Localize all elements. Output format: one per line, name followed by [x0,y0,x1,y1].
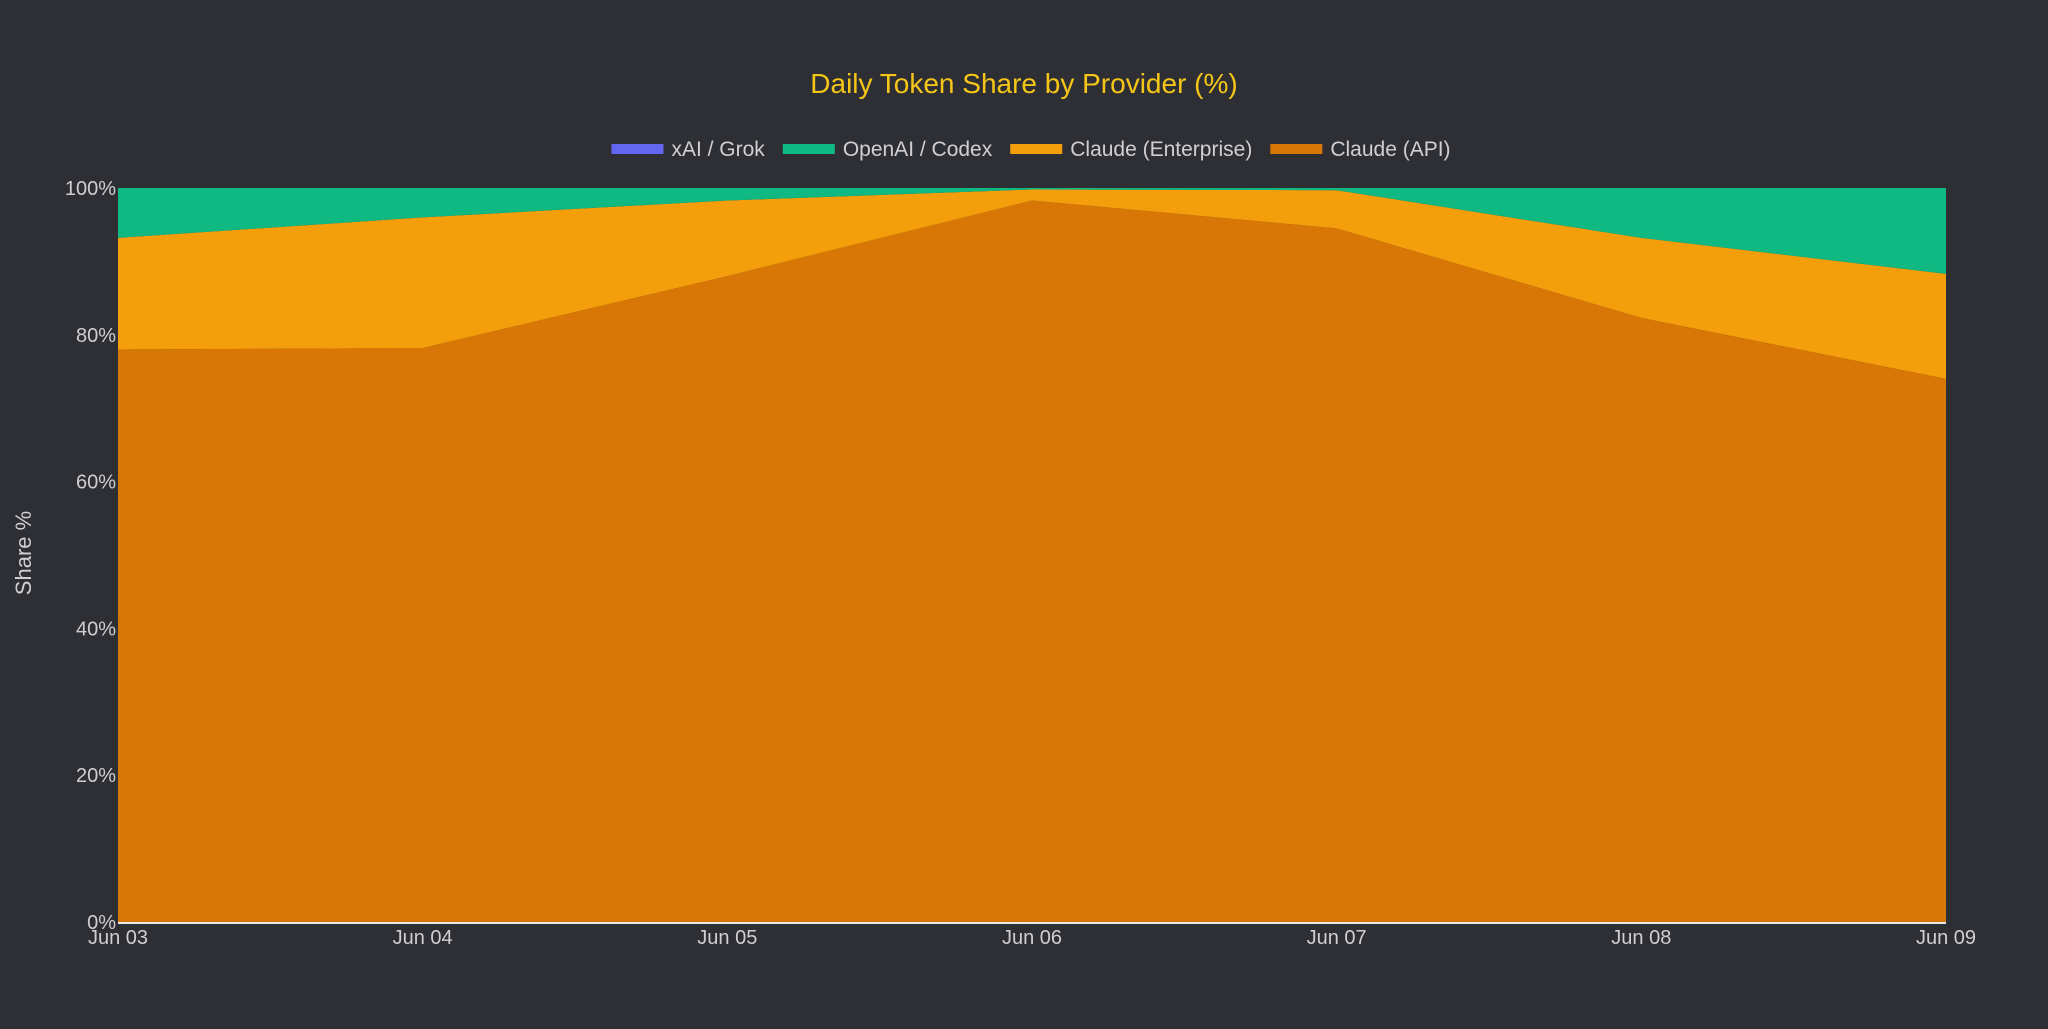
legend-label: Claude (API) [1330,138,1450,161]
y-tick-label: 80% [76,325,116,347]
legend-label: OpenAI / Codex [843,138,993,161]
legend-swatch [1270,144,1323,154]
x-tick-label: Jun 05 [697,927,757,949]
x-tick-label: Jun 04 [393,927,453,949]
y-tick-label: 40% [76,618,116,640]
legend-label: xAI / Grok [671,138,765,161]
legend-item[interactable]: Claude (Enterprise) [1010,138,1252,161]
y-tick-label: 0% [87,912,116,934]
axes: 0% 20% 40% 60% 80% 100% Jun 03 Jun 04 Jun 05 Jun … [65,178,1976,949]
legend-item[interactable]: xAI / Grok [611,138,765,161]
legend-item[interactable]: Claude (API) [1270,138,1451,161]
area-series-claude-api [118,200,1946,923]
y-axis-label: Share % [11,511,36,595]
y-tick-label: 100% [65,178,116,200]
legend-swatch [782,144,835,154]
x-tick-label: Jun 08 [1611,927,1671,949]
area-series-openai-codex [118,188,1946,274]
legend: xAI / Grok OpenAI / Codex Claude (Enterpri… [611,138,1451,161]
x-tick-label: Jun 03 [88,927,148,949]
x-tick-label: Jun 09 [1916,927,1976,949]
x-tick-label: Jun 07 [1307,927,1367,949]
x-tick-label: Jun 06 [1002,927,1062,949]
y-tick-label: 20% [76,765,116,787]
chart-title: Daily Token Share by Provider (%) [810,68,1237,99]
legend-swatch [611,144,664,154]
legend-label: Claude (Enterprise) [1070,138,1252,161]
legend-swatch [1010,144,1063,154]
plot-areas [118,188,1946,923]
area-series-claude-enterprise [118,189,1946,379]
y-tick-label: 60% [76,472,116,494]
legend-item[interactable]: OpenAI / Codex [782,138,993,161]
